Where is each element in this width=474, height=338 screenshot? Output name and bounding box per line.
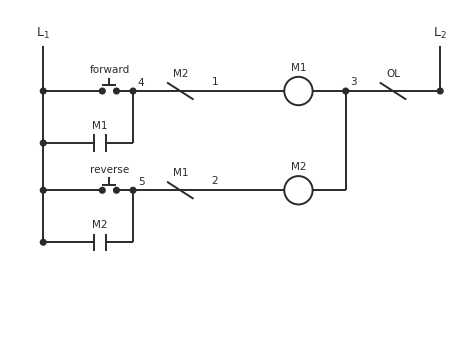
Text: M1: M1	[291, 63, 306, 73]
Circle shape	[100, 88, 105, 94]
Text: M2: M2	[173, 69, 188, 79]
Circle shape	[100, 188, 105, 193]
Circle shape	[130, 88, 136, 94]
Text: OL: OL	[386, 69, 400, 79]
Text: 3: 3	[350, 77, 357, 87]
Circle shape	[114, 88, 119, 94]
Text: M1: M1	[173, 168, 188, 178]
Text: M1: M1	[92, 121, 108, 131]
Text: L$_2$: L$_2$	[433, 26, 447, 41]
Circle shape	[114, 188, 119, 193]
Text: 2: 2	[211, 176, 218, 187]
Text: M2: M2	[291, 162, 306, 172]
Circle shape	[130, 188, 136, 193]
Text: 4: 4	[138, 78, 145, 88]
Circle shape	[40, 140, 46, 146]
Circle shape	[40, 239, 46, 245]
Text: 1: 1	[211, 77, 218, 87]
Circle shape	[438, 88, 443, 94]
Text: forward: forward	[89, 66, 129, 75]
Circle shape	[343, 88, 348, 94]
Circle shape	[40, 88, 46, 94]
Text: L$_1$: L$_1$	[36, 26, 50, 41]
Text: 5: 5	[138, 177, 145, 188]
Circle shape	[40, 188, 46, 193]
Text: M2: M2	[92, 220, 108, 230]
Text: reverse: reverse	[90, 165, 129, 175]
